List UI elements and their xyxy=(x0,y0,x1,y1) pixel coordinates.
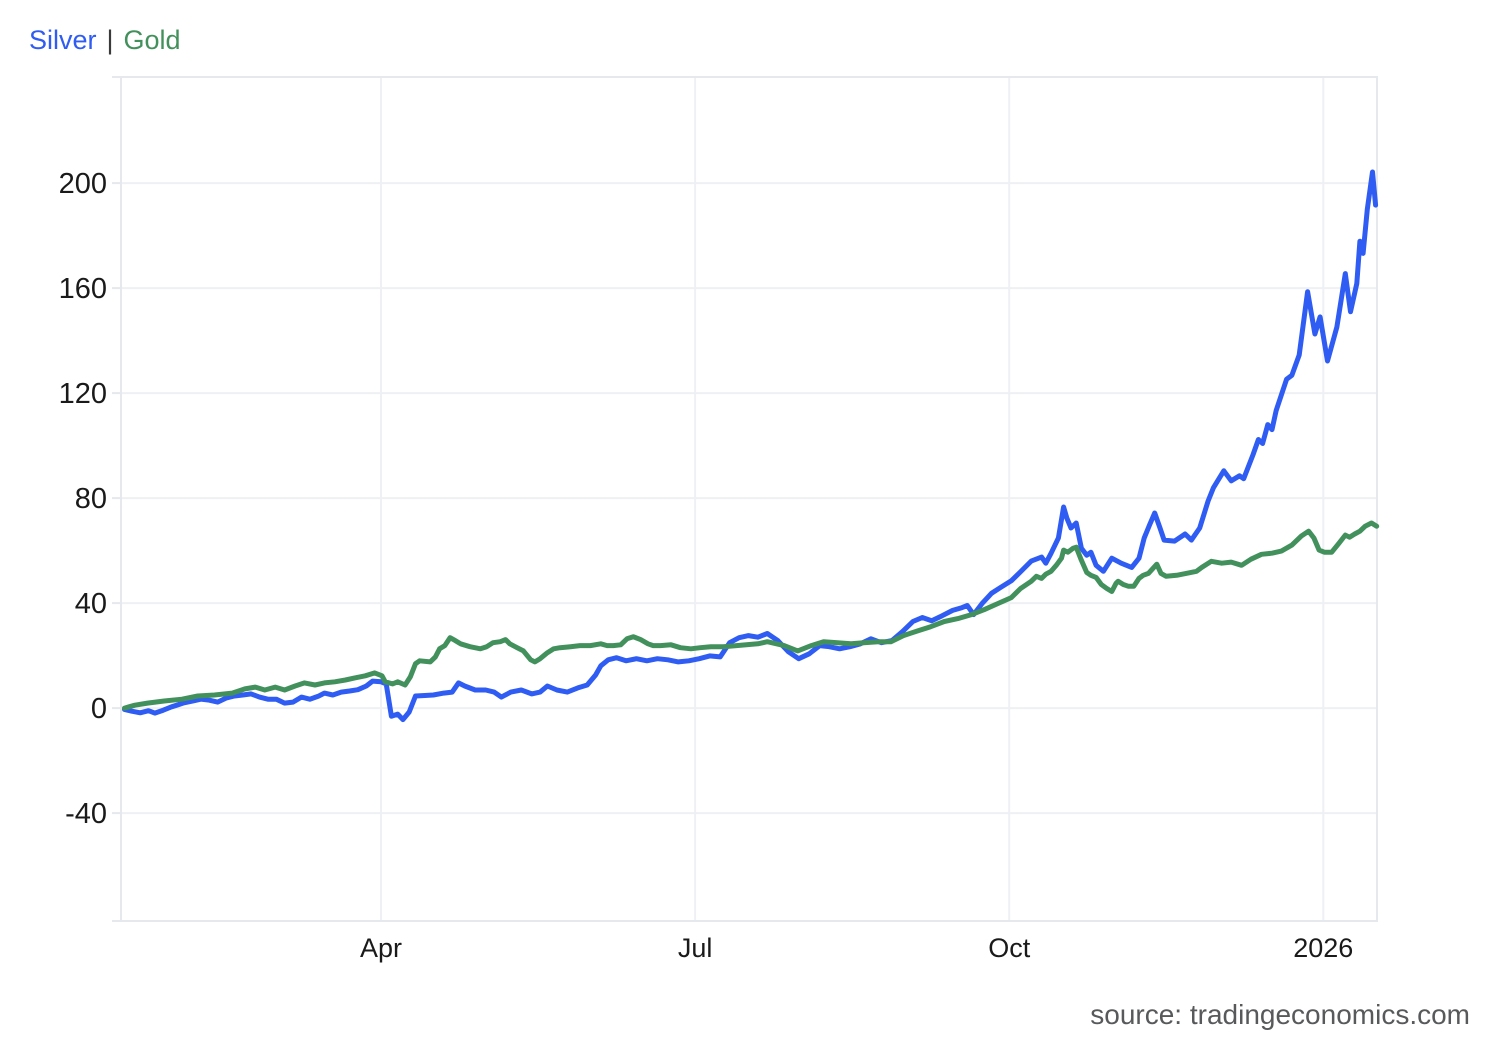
y-axis-label: 120 xyxy=(59,378,107,410)
chart-legend: Silver | Gold xyxy=(29,27,181,54)
source-attribution: source: tradingeconomics.com xyxy=(1090,999,1470,1030)
x-axis-label: 2026 xyxy=(1293,933,1353,963)
x-axis-label: Jul xyxy=(678,933,713,963)
plot-area-border xyxy=(120,76,1378,922)
legend-item-silver[interactable]: Silver xyxy=(29,25,97,55)
y-axis-label: 0 xyxy=(91,693,107,725)
silver-line[interactable] xyxy=(122,169,1379,723)
legend-separator: | xyxy=(106,25,114,55)
y-axis-label: 200 xyxy=(59,168,107,200)
x-axis-label: Oct xyxy=(988,933,1031,963)
y-axis-label: 80 xyxy=(75,483,107,515)
gold-line[interactable] xyxy=(122,520,1380,711)
legend-item-gold[interactable]: Gold xyxy=(123,25,181,55)
y-axis-label: -40 xyxy=(65,798,107,830)
y-axis-label: 40 xyxy=(75,588,107,620)
x-axis-label: Apr xyxy=(360,933,402,963)
y-axis-label: 160 xyxy=(59,273,107,305)
